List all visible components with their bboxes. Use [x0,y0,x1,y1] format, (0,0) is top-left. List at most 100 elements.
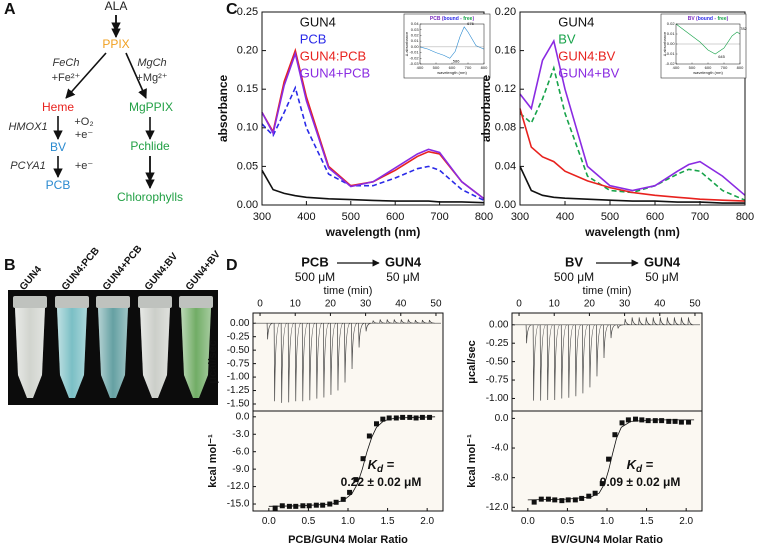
series-line [527,419,695,501]
y-tick-label: 0.05 [237,160,258,172]
titrant: BV [565,254,583,269]
title-part: free [463,16,472,22]
injection-peak [560,324,568,399]
x-tick-label: 500 [601,211,619,223]
y-axis-label: Δ absorbance [662,31,667,56]
injection-peak [351,322,358,370]
y-tick-label: -4.0 [491,443,509,454]
title-part: - [713,16,717,22]
y-axis-label: Δ absorbance [404,31,409,56]
y-tick-label: -0.01 [665,51,675,56]
y-tick-label: 0.15 [237,83,258,95]
x-tick-label: 800 [737,65,744,70]
y-tick-label: -0.75 [486,375,509,386]
x-tick-label: 300 [253,211,271,223]
injection-peak [589,324,596,388]
x-tick-label: 50 [430,299,442,310]
data-point [599,481,605,487]
cell-concentration: 50 μM [386,270,420,284]
data-point [347,489,353,495]
data-point [306,503,312,509]
chart: 0.00 -0.25 -0.50 -0.75 -1.00 0 10 20 30 40 50 time … [466,254,703,412]
injection-peak [596,324,603,377]
data-point [652,418,658,424]
enzyme: HMOX1 [8,121,47,133]
panel-label: B [4,257,16,274]
injection-peak [525,324,532,344]
compound: Heme [42,100,74,114]
tube [96,296,130,398]
legend-entry: GUN4:BV [558,48,615,63]
series-line [261,169,485,204]
injection-peak [386,319,393,324]
chart: 0.00 0.04 0.08 0.12 0.16 0.20 300 400 500 600 700 8… [479,6,754,239]
x-tick-label: 2.0 [420,516,434,527]
injection-peak [680,317,687,326]
x-tick-label: 700 [691,211,709,223]
y-tick-label: 0.08 [495,122,516,134]
injection-peak [631,317,638,326]
x-tick-label: 1.0 [600,516,614,527]
y-tick-label: -0.03 [409,61,419,66]
data-point [272,505,278,511]
x-tick-label: 800 [736,211,754,223]
x-tick-label: 700 [465,65,472,70]
data-point [586,493,592,499]
x-tick-label: 40 [395,299,407,310]
x-tick-label: 10 [549,299,561,310]
x-tick-label: 700 [721,65,728,70]
injection-peak [294,322,302,402]
title-part: bound [444,16,459,22]
y-tick-label: -12.0 [227,481,250,492]
data-point [374,421,379,427]
y-axis-label: μcal/sec [466,340,478,383]
y-tick-label: 0.0 [236,411,250,422]
titrant-concentration: 500 μM [295,270,335,284]
y-tick-label: -0.02 [409,55,419,60]
legend-entry: BV [558,31,576,46]
injection-peak [315,322,323,399]
injection-peak [379,319,386,324]
y-tick-label: -9.0 [232,464,250,475]
x-tick-label: 2.0 [679,516,693,527]
data-point [678,419,684,425]
y-axis-label: absorbance [216,74,230,142]
x-tick-label: 40 [654,299,666,310]
injection-peak [645,317,652,326]
x-tick-label: 300 [511,211,529,223]
panel-label: A [4,1,16,18]
injection-peak [344,322,351,383]
title-part: bound [698,16,713,22]
injection-peak [393,319,400,324]
x-axis-label: wavelength (nm) [325,225,421,239]
series-line [261,85,485,202]
y-tick-label: 0.02 [667,21,676,26]
data-point [427,414,433,420]
injection-peak [428,319,435,324]
inset-background [403,13,491,79]
y-tick-label: -8.0 [491,472,509,483]
tube [179,296,213,398]
enzyme: MgCh [137,57,166,69]
x-tick-label: 0.0 [262,516,276,527]
compound: PPIX [102,37,129,51]
title-part: free [717,16,726,22]
kd-symbol: K [368,457,379,472]
plot-background [253,411,443,511]
data-point [380,416,386,422]
y-tick-label: -0.50 [227,345,250,356]
y-tick-label: 0.00 [495,199,516,211]
injection-peak [308,322,316,401]
x-tick-label: 0 [516,299,522,310]
injection-peak [330,322,337,395]
cofactor: +e⁻ [75,160,94,172]
kd-subscript: d [636,464,643,475]
data-point [666,418,672,424]
x-tick-label: 700 [430,211,448,223]
y-tick-label: -0.02 [665,61,675,66]
y-tick-label: 0.00 [489,319,509,330]
injection-peak [414,319,421,324]
plot-frame [519,11,746,206]
